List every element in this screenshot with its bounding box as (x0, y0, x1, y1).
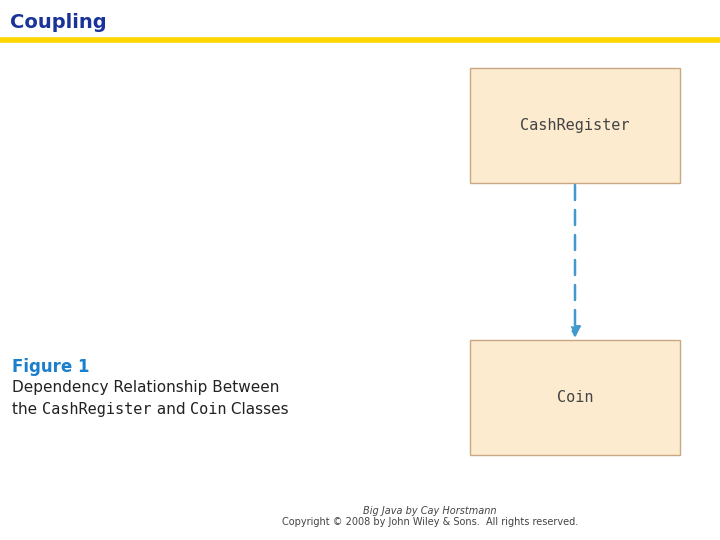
Text: Coin: Coin (557, 390, 593, 405)
Bar (470, 340, 680, 455)
Bar (470, 68, 680, 183)
Text: CashRegister: CashRegister (521, 118, 630, 133)
Text: the: the (12, 402, 42, 417)
Text: Figure 1: Figure 1 (12, 358, 89, 376)
Text: Coin: Coin (190, 402, 227, 417)
Text: Coupling: Coupling (10, 12, 107, 31)
Text: CashRegister: CashRegister (42, 402, 151, 417)
Text: Big Java by Cay Horstmann: Big Java by Cay Horstmann (364, 506, 497, 516)
Text: Copyright © 2008 by John Wiley & Sons.  All rights reserved.: Copyright © 2008 by John Wiley & Sons. A… (282, 517, 578, 527)
Text: and: and (151, 402, 190, 417)
Text: Dependency Relationship Between: Dependency Relationship Between (12, 380, 279, 395)
Text: Classes: Classes (227, 402, 289, 417)
